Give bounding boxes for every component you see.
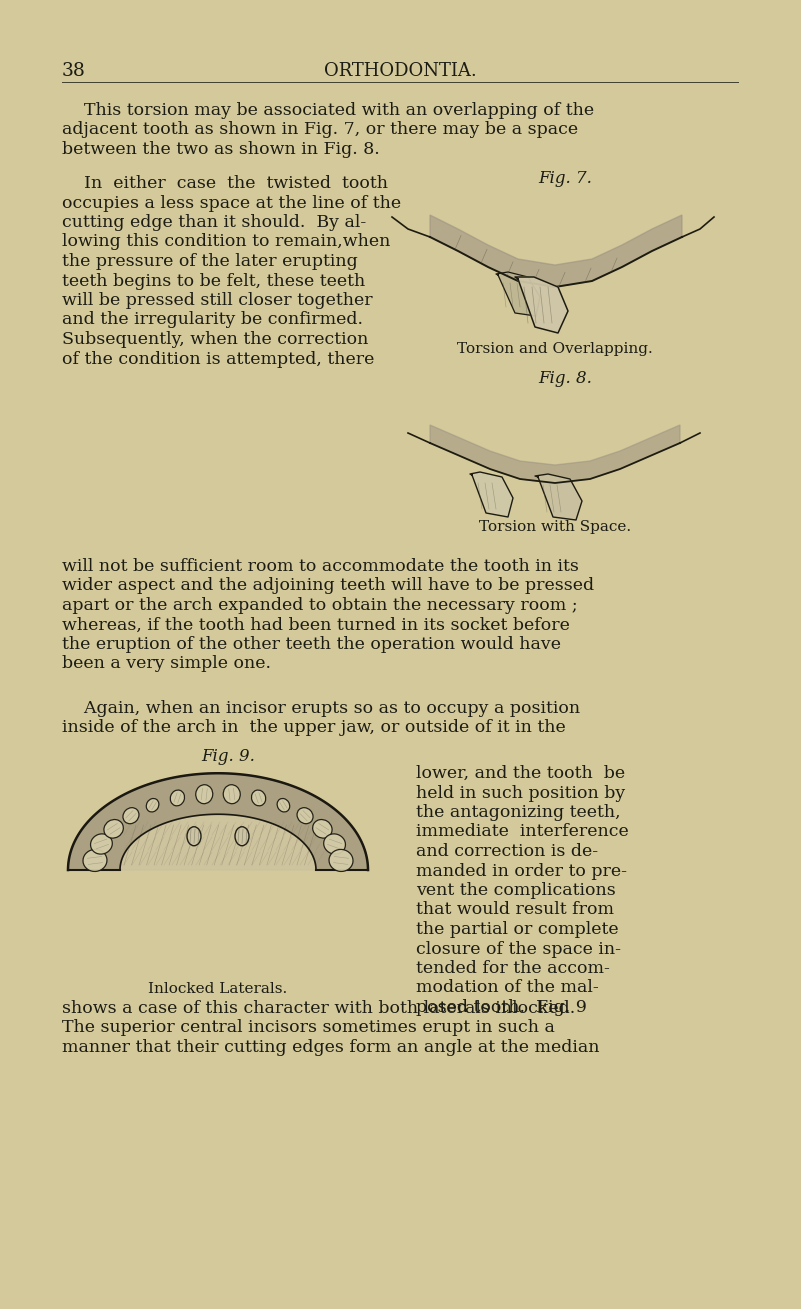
Text: modation of the mal-: modation of the mal- bbox=[416, 979, 599, 996]
Text: Subsequently, when the correction: Subsequently, when the correction bbox=[62, 331, 368, 348]
Text: Inlocked Laterals.: Inlocked Laterals. bbox=[148, 982, 288, 996]
Text: 38: 38 bbox=[62, 62, 86, 80]
Polygon shape bbox=[470, 473, 513, 517]
Text: tended for the accom-: tended for the accom- bbox=[416, 959, 610, 977]
Polygon shape bbox=[68, 774, 368, 870]
Ellipse shape bbox=[83, 850, 107, 872]
Text: Torsion with Space.: Torsion with Space. bbox=[479, 520, 631, 534]
Ellipse shape bbox=[312, 819, 332, 838]
Text: cutting edge than it should.  By al-: cutting edge than it should. By al- bbox=[62, 213, 366, 230]
Text: closure of the space in-: closure of the space in- bbox=[416, 940, 621, 957]
Polygon shape bbox=[515, 278, 568, 332]
Polygon shape bbox=[535, 474, 582, 520]
Ellipse shape bbox=[277, 798, 290, 812]
Polygon shape bbox=[430, 425, 680, 483]
Text: shows a case of this character with both laterals inlocked.: shows a case of this character with both… bbox=[62, 1000, 575, 1017]
Text: and the irregularity be confirmed.: and the irregularity be confirmed. bbox=[62, 312, 363, 329]
Ellipse shape bbox=[123, 808, 139, 823]
Text: occupies a less space at the line of the: occupies a less space at the line of the bbox=[62, 195, 401, 212]
Ellipse shape bbox=[252, 791, 266, 806]
Text: lower, and the tooth  be: lower, and the tooth be bbox=[416, 764, 625, 781]
Ellipse shape bbox=[223, 784, 240, 804]
Text: teeth begins to be felt, these teeth: teeth begins to be felt, these teeth bbox=[62, 272, 365, 289]
Text: Fig. 9.: Fig. 9. bbox=[201, 747, 255, 764]
Text: adjacent tooth as shown in Fig. 7, or there may be a space: adjacent tooth as shown in Fig. 7, or th… bbox=[62, 122, 578, 139]
Text: Fig. 8.: Fig. 8. bbox=[538, 370, 592, 387]
Text: Fig. 7.: Fig. 7. bbox=[538, 170, 592, 187]
Text: between the two as shown in Fig. 8.: between the two as shown in Fig. 8. bbox=[62, 141, 380, 158]
Text: held in such position by: held in such position by bbox=[416, 784, 626, 801]
Text: and correction is de-: and correction is de- bbox=[416, 843, 598, 860]
Ellipse shape bbox=[297, 808, 313, 823]
Ellipse shape bbox=[324, 834, 345, 853]
Ellipse shape bbox=[195, 784, 213, 804]
Text: posed tooth.  Fig. 9: posed tooth. Fig. 9 bbox=[416, 999, 587, 1016]
Text: been a very simple one.: been a very simple one. bbox=[62, 656, 271, 673]
Ellipse shape bbox=[171, 791, 184, 806]
Text: vent the complications: vent the complications bbox=[416, 882, 616, 899]
Ellipse shape bbox=[147, 798, 159, 812]
Text: The superior central incisors sometimes erupt in such a: The superior central incisors sometimes … bbox=[62, 1020, 555, 1037]
Text: the antagonizing teeth,: the antagonizing teeth, bbox=[416, 804, 621, 821]
Text: Torsion and Overlapping.: Torsion and Overlapping. bbox=[457, 342, 653, 356]
Text: lowing this condition to remain,when: lowing this condition to remain,when bbox=[62, 233, 390, 250]
Text: apart or the arch expanded to obtain the necessary room ;: apart or the arch expanded to obtain the… bbox=[62, 597, 578, 614]
Text: of the condition is attempted, there: of the condition is attempted, there bbox=[62, 351, 374, 368]
Text: ORTHODONTIA.: ORTHODONTIA. bbox=[324, 62, 477, 80]
Text: the partial or complete: the partial or complete bbox=[416, 922, 618, 939]
Polygon shape bbox=[496, 272, 540, 315]
Text: immediate  interference: immediate interference bbox=[416, 823, 629, 840]
Ellipse shape bbox=[91, 834, 112, 853]
Text: the pressure of the later erupting: the pressure of the later erupting bbox=[62, 253, 358, 270]
Ellipse shape bbox=[329, 850, 353, 872]
Text: In  either  case  the  twisted  tooth: In either case the twisted tooth bbox=[62, 175, 388, 192]
Text: manner that their cutting edges form an angle at the median: manner that their cutting edges form an … bbox=[62, 1039, 599, 1056]
Text: inside of the arch in  the upper jaw, or outside of it in the: inside of the arch in the upper jaw, or … bbox=[62, 720, 566, 737]
Polygon shape bbox=[120, 814, 316, 870]
Ellipse shape bbox=[235, 827, 249, 846]
Text: This torsion may be associated with an overlapping of the: This torsion may be associated with an o… bbox=[62, 102, 594, 119]
Polygon shape bbox=[430, 215, 682, 287]
Text: wider aspect and the adjoining teeth will have to be pressed: wider aspect and the adjoining teeth wil… bbox=[62, 577, 594, 594]
Text: will not be sufficient room to accommodate the tooth in its: will not be sufficient room to accommoda… bbox=[62, 558, 579, 575]
Ellipse shape bbox=[104, 819, 123, 838]
Text: Again, when an incisor erupts so as to occupy a position: Again, when an incisor erupts so as to o… bbox=[62, 700, 580, 717]
Ellipse shape bbox=[187, 827, 201, 846]
Text: will be pressed still closer together: will be pressed still closer together bbox=[62, 292, 372, 309]
Text: manded in order to pre-: manded in order to pre- bbox=[416, 863, 627, 880]
Text: the eruption of the other teeth the operation would have: the eruption of the other teeth the oper… bbox=[62, 636, 561, 653]
Text: whereas, if the tooth had been turned in its socket before: whereas, if the tooth had been turned in… bbox=[62, 617, 570, 634]
Text: that would result from: that would result from bbox=[416, 902, 614, 919]
